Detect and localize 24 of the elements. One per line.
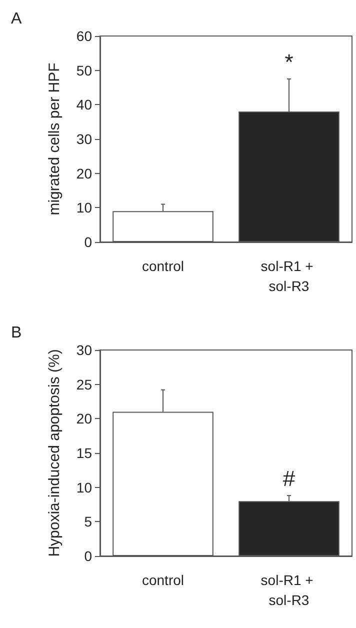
chart-title: B: [11, 324, 22, 342]
chart-title: A: [11, 10, 22, 28]
y-tick-label: 10: [76, 200, 92, 216]
annotation: #: [282, 466, 296, 492]
x-tick-label: sol-R1 + sol-R3: [260, 258, 318, 294]
y-tick-label: 0: [84, 234, 92, 250]
y-tick-label: 25: [76, 376, 92, 392]
y-tick-label: 30: [76, 342, 92, 358]
y-tick-label: 50: [76, 62, 92, 78]
annotation: *: [284, 49, 294, 74]
y-tick-label: 10: [76, 479, 92, 496]
y-tick-label: 5: [84, 514, 92, 530]
x-tick-label: sol-R1 + sol-R3: [260, 572, 318, 608]
y-tick-label: 40: [76, 96, 92, 113]
y-tick-label: 30: [76, 131, 92, 147]
y-tick-label: 60: [76, 28, 92, 44]
y-axis-title: migrated cells per HPF: [46, 62, 63, 216]
y-tick-label: 20: [76, 410, 92, 427]
y-axis-title: Hypoxia-induced apoptosis (%): [46, 349, 63, 557]
y-tick-label: 0: [84, 548, 92, 564]
x-tick-label: control: [142, 258, 184, 274]
y-tick-label: 20: [76, 165, 92, 182]
y-tick-label: 15: [76, 445, 92, 461]
x-tick-label: control: [142, 572, 184, 588]
